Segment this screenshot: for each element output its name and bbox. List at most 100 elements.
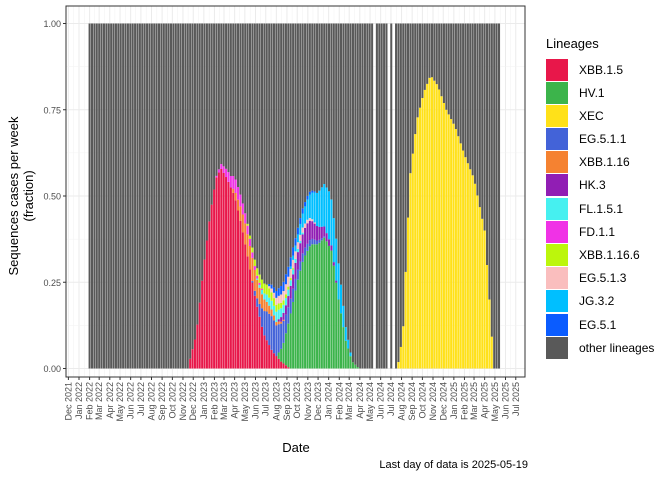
- bar-segment: [265, 294, 268, 302]
- bar-segment: [277, 309, 280, 320]
- bar-segment: [306, 199, 309, 220]
- bar-segment: [284, 305, 287, 315]
- bar-other-lineages: [193, 23, 196, 340]
- bar-segment: [454, 129, 457, 369]
- legend-item: EG.5.1.1: [546, 128, 670, 151]
- bar-other-lineages: [495, 23, 498, 369]
- bar-other-lineages: [93, 23, 96, 369]
- bar-other-lineages: [208, 23, 211, 222]
- bar-other-lineages: [430, 23, 433, 78]
- bar-other-lineages: [385, 23, 388, 369]
- bar-other-lineages: [143, 23, 146, 369]
- bar-segment: [304, 255, 307, 369]
- bar-other-lineages: [481, 23, 484, 219]
- bar-other-lineages: [330, 23, 333, 200]
- bar-other-lineages: [232, 23, 235, 177]
- panel-border: [65, 5, 526, 378]
- bar-other-lineages: [462, 23, 465, 151]
- bar-segment: [260, 326, 263, 369]
- bar-segment: [263, 335, 266, 369]
- bar-segment: [258, 282, 261, 285]
- bar-segment: [289, 278, 292, 281]
- bar-other-lineages: [186, 23, 189, 369]
- bar-segment: [296, 252, 299, 270]
- bar-segment: [416, 117, 419, 369]
- bar-other-lineages: [251, 23, 254, 248]
- bar-segment: [330, 199, 333, 246]
- bar-segment: [210, 204, 213, 369]
- legend-item: HK.3: [546, 174, 670, 197]
- bar-other-lineages: [275, 23, 278, 291]
- bar-segment: [275, 290, 278, 298]
- bar-segment: [296, 269, 299, 280]
- y-axis-label-line: Sequences cases per week: [6, 116, 21, 275]
- bar-other-lineages: [450, 23, 453, 120]
- bar-other-lineages: [435, 23, 438, 85]
- bar-other-lineages: [189, 23, 192, 359]
- bar-segment: [320, 187, 323, 227]
- bar-other-lineages: [304, 23, 307, 203]
- bar-segment: [229, 187, 232, 369]
- x-tick-label: Jun 2025: [501, 382, 511, 419]
- bar-segment: [296, 248, 299, 253]
- bar-segment: [289, 257, 292, 267]
- bar-segment: [256, 279, 259, 299]
- bar-segment: [270, 316, 273, 350]
- bar-other-lineages: [323, 23, 326, 185]
- bar-segment: [275, 311, 278, 323]
- y-tick-label: 0.25: [43, 278, 61, 288]
- bar-segment: [289, 313, 292, 369]
- bar-segment: [287, 296, 290, 308]
- bar-segment: [308, 194, 311, 218]
- bar-other-lineages: [100, 23, 103, 369]
- x-tick-label: Apr 2023: [230, 382, 240, 419]
- bar-segment: [313, 244, 316, 369]
- bar-segment: [270, 349, 273, 369]
- bar-other-lineages: [440, 23, 443, 97]
- bar-segment: [292, 247, 295, 256]
- bar-other-lineages: [169, 23, 173, 369]
- bar-segment: [411, 153, 414, 369]
- x-tick-label: Jun 2024: [376, 382, 386, 419]
- bar-other-lineages: [248, 23, 252, 236]
- x-tick-label: Aug 2023: [271, 382, 281, 421]
- bar-segment: [272, 287, 275, 293]
- bar-other-lineages: [438, 23, 441, 90]
- bar-other-lineages: [409, 23, 412, 174]
- bar-segment: [325, 187, 328, 234]
- bar-segment: [397, 362, 400, 369]
- bar-segment: [304, 247, 307, 256]
- bar-segment: [280, 361, 283, 369]
- bar-other-lineages: [270, 23, 273, 285]
- legend-label: HK.3: [579, 178, 606, 193]
- x-tick-label: Feb 2024: [334, 382, 344, 420]
- legend-label: XEC: [579, 108, 604, 123]
- bar-segment: [399, 346, 402, 369]
- x-tick-label: Jun 2023: [250, 382, 260, 419]
- bar-segment: [246, 225, 249, 235]
- bar-segment: [323, 226, 326, 237]
- legend-item: HV.1: [546, 81, 670, 104]
- bar-segment: [268, 286, 271, 289]
- bar-segment: [275, 325, 278, 357]
- bar-segment: [220, 168, 223, 369]
- bar-segment: [284, 284, 287, 295]
- legend-item: XEC: [546, 104, 670, 127]
- bar-segment: [272, 292, 275, 299]
- bar-segment: [248, 245, 252, 270]
- legend-swatch: [546, 267, 568, 290]
- bar-segment: [246, 256, 249, 369]
- bar-segment: [306, 223, 309, 244]
- legend-label: EG.5.1: [579, 317, 617, 332]
- bar-other-lineages: [282, 23, 285, 282]
- bar-other-lineages: [287, 23, 290, 267]
- bar-segment: [268, 297, 271, 306]
- bar-layer: [88, 23, 501, 369]
- bar-other-lineages: [469, 23, 472, 170]
- bar-segment: [409, 173, 412, 369]
- bar-segment: [296, 234, 299, 243]
- bar-other-lineages: [239, 23, 242, 195]
- bar-other-lineages: [347, 23, 350, 340]
